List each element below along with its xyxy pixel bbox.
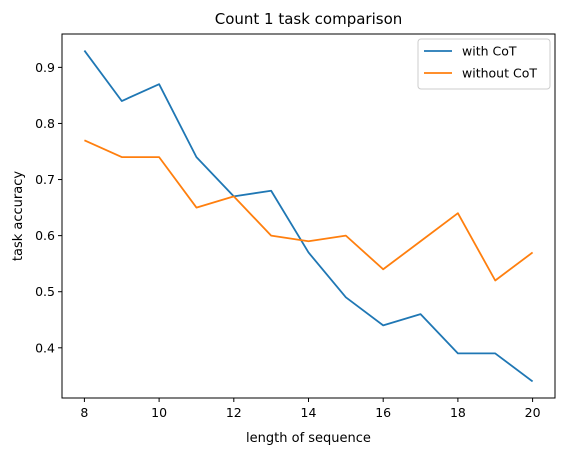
- x-tick-label: 20: [525, 405, 541, 420]
- chart-title: Count 1 task comparison: [215, 10, 403, 28]
- x-tick-label: 14: [301, 405, 317, 420]
- y-axis-label: task accuracy: [11, 171, 26, 261]
- x-tick-label: 16: [375, 405, 391, 420]
- x-axis: 8 10 12 14 16 18 20: [80, 398, 541, 420]
- x-tick-label: 10: [151, 405, 167, 420]
- series-line-with-cot: [83, 50, 534, 383]
- y-tick-label: 0.5: [35, 284, 55, 299]
- y-tick-label: 0.7: [35, 172, 55, 187]
- y-axis: 0.4 0.5 0.6 0.7 0.8 0.9: [35, 60, 62, 355]
- series-layer: [83, 50, 534, 383]
- y-tick-label: 0.8: [35, 116, 55, 131]
- x-tick-label: 8: [80, 405, 88, 420]
- legend-label-without-cot: without CoT: [462, 66, 537, 81]
- x-tick-label: 18: [450, 405, 466, 420]
- series-line-without-cot: [84, 139, 534, 282]
- y-tick-label: 0.9: [35, 60, 55, 75]
- plot-area: [62, 34, 555, 398]
- legend-label-with-cot: with CoT: [462, 44, 517, 59]
- y-tick-label: 0.4: [35, 340, 55, 355]
- y-tick-label: 0.6: [35, 228, 55, 243]
- x-axis-label: length of sequence: [246, 431, 371, 446]
- legend: with CoT without CoT: [417, 38, 551, 90]
- x-tick-label: 12: [226, 405, 242, 420]
